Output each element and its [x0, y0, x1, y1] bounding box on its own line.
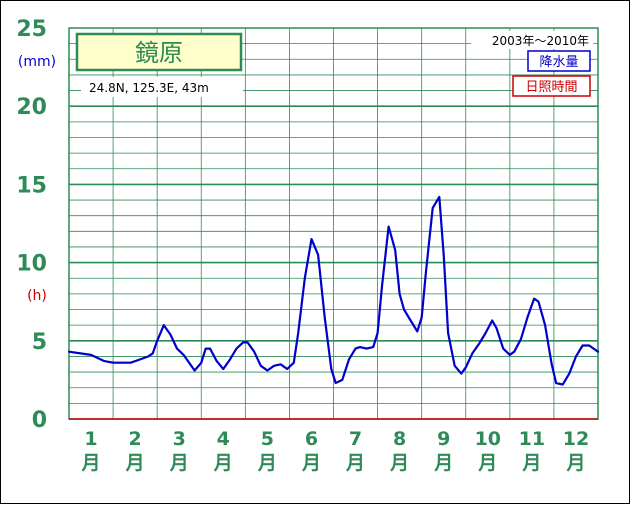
month-unit-label: 月 [521, 452, 541, 474]
y-tick-label: 0 [32, 408, 47, 433]
month-unit-label: 月 [125, 452, 145, 474]
period-backdrop [471, 31, 593, 49]
month-unit-label: 月 [389, 452, 409, 474]
y-tick-label: 5 [32, 330, 47, 355]
y-unit-sunshine: (h) [27, 288, 47, 304]
y-tick-label: 25 [16, 17, 47, 42]
month-number-label: 4 [217, 428, 230, 450]
month-number-label: 5 [261, 428, 274, 450]
month-number-label: 3 [173, 428, 186, 450]
series-line-precipitation [67, 195, 600, 386]
month-unit-label: 月 [345, 452, 365, 474]
month-number-label: 2 [129, 428, 142, 450]
legend-label: 降水量 [539, 55, 578, 70]
month-unit-label: 月 [81, 452, 101, 474]
y-tick-label: 20 [16, 95, 47, 120]
month-unit-label: 月 [257, 452, 277, 474]
month-unit-label: 月 [301, 452, 321, 474]
y-tick-label: 15 [16, 173, 47, 198]
station-name: 鏡原 [135, 39, 183, 67]
month-unit-label: 月 [565, 452, 585, 474]
month-unit-label: 月 [433, 452, 453, 474]
y-tick-label: 10 [16, 252, 47, 277]
month-number-label: 8 [393, 428, 406, 450]
month-number-label: 1 [84, 428, 97, 450]
month-unit-label: 月 [213, 452, 233, 474]
month-number-label: 11 [519, 428, 545, 450]
month-number-label: 6 [305, 428, 318, 450]
y-unit-precip: (mm) [18, 54, 56, 70]
location-label: 24.8N, 125.3E, 43m [89, 81, 209, 95]
month-number-label: 9 [437, 428, 450, 450]
month-unit-label: 月 [169, 452, 189, 474]
month-number-label: 10 [475, 428, 501, 450]
legend-box [512, 75, 591, 97]
legend-label: 日照時間 [525, 80, 577, 95]
month-unit-label: 月 [477, 452, 497, 474]
legend-box [527, 50, 591, 72]
month-number-label: 12 [563, 428, 589, 450]
month-number-label: 7 [349, 428, 362, 450]
location-backdrop [81, 77, 243, 97]
station-box [75, 32, 243, 72]
period-label: 2003年〜2010年 [492, 34, 589, 48]
